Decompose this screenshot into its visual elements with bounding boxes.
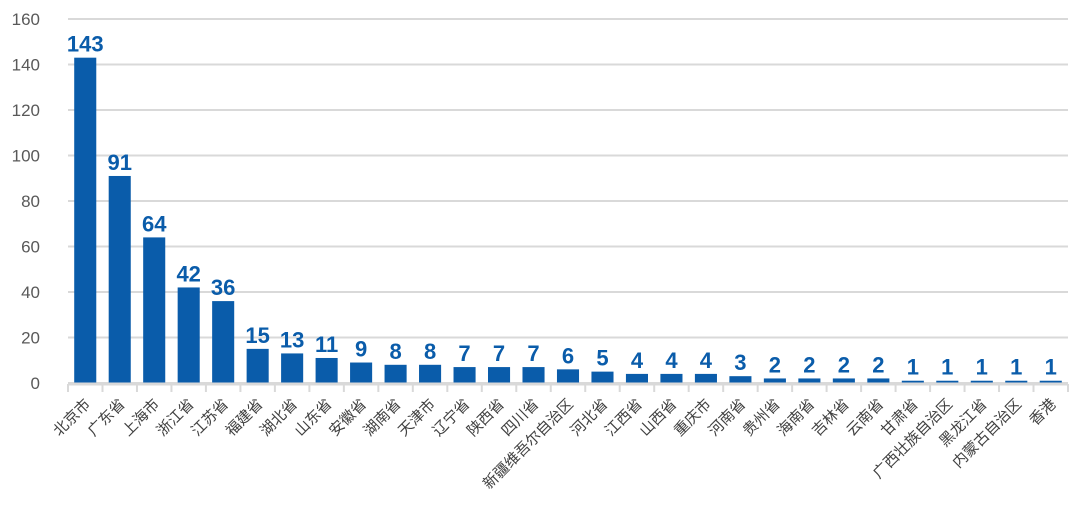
bar — [143, 237, 166, 383]
y-tick-label: 100 — [12, 147, 40, 166]
value-label: 3 — [734, 350, 746, 375]
value-label: 1 — [907, 355, 919, 380]
value-label: 1 — [1045, 355, 1057, 380]
bar — [315, 357, 338, 383]
category-label: 山东省 — [291, 395, 336, 440]
category-label: 湖南省 — [360, 395, 405, 440]
category-label: 陕西省 — [463, 395, 508, 440]
category-label: 重庆市 — [670, 395, 715, 440]
value-label: 2 — [803, 352, 815, 377]
value-label: 2 — [838, 352, 850, 377]
bar — [281, 353, 304, 383]
category-label: 福建省 — [222, 395, 267, 440]
bar — [522, 367, 545, 383]
bar — [74, 57, 97, 384]
value-label: 8 — [424, 339, 436, 364]
value-label: 1 — [941, 355, 953, 380]
y-tick-label: 80 — [21, 192, 40, 211]
bar — [1039, 380, 1062, 383]
bar — [970, 380, 993, 383]
bar — [556, 369, 580, 383]
category-label: 山西省 — [636, 395, 681, 440]
y-axis-ticks: 0 20 40 60 80 100 120 140 160 — [12, 10, 40, 393]
value-label: 36 — [211, 275, 235, 300]
category-label: 河南省 — [705, 395, 750, 440]
category-label: 天津市 — [394, 395, 439, 440]
y-tick-label: 60 — [21, 238, 40, 257]
value-label: 2 — [872, 352, 884, 377]
category-label: 河北省 — [567, 395, 612, 440]
value-label: 64 — [142, 211, 167, 236]
bar — [384, 364, 407, 383]
bar — [488, 367, 511, 383]
category-label: 贵州省 — [739, 395, 784, 440]
value-label: 4 — [631, 348, 644, 373]
category-label: 上海市 — [118, 395, 163, 440]
bar — [660, 373, 683, 383]
bar — [108, 175, 131, 383]
y-tick-label: 40 — [21, 283, 40, 302]
value-label: 9 — [355, 337, 367, 362]
value-label: 143 — [67, 32, 104, 57]
category-label: 海南省 — [774, 395, 819, 440]
category-label: 浙江省 — [153, 395, 198, 440]
category-label: 湖北省 — [256, 395, 301, 440]
bar — [901, 380, 924, 383]
x-axis: 北京市广东省上海市浙江省江苏省福建省湖北省山东省安徽省湖南省天津市辽宁省陕西省四… — [50, 382, 1069, 493]
bar — [212, 301, 235, 383]
bar — [798, 378, 821, 383]
value-label: 1 — [1010, 355, 1022, 380]
bar — [694, 373, 717, 383]
value-label: 7 — [493, 341, 505, 366]
value-label: 4 — [665, 348, 678, 373]
category-label: 辽宁省 — [429, 395, 474, 440]
category-label: 安徽省 — [325, 395, 370, 440]
category-label: 香港 — [1026, 395, 1060, 429]
value-label: 6 — [562, 343, 574, 368]
bar — [625, 373, 648, 383]
bar — [177, 287, 200, 383]
category-label: 吉林省 — [808, 395, 853, 440]
value-label: 15 — [245, 323, 269, 348]
value-label: 5 — [596, 346, 608, 371]
value-label: 4 — [700, 348, 713, 373]
bar — [729, 376, 752, 383]
value-label: 42 — [176, 261, 200, 286]
bar — [867, 378, 890, 383]
bar — [419, 364, 442, 383]
category-label: 广东省 — [84, 395, 129, 440]
value-label: 1 — [976, 355, 988, 380]
category-label: 江苏省 — [187, 395, 232, 440]
value-label: 11 — [315, 332, 338, 357]
value-label: 7 — [458, 341, 470, 366]
category-label: 云南省 — [843, 395, 888, 440]
bar — [763, 378, 786, 383]
value-label: 91 — [107, 150, 131, 175]
y-tick-label: 0 — [31, 374, 40, 393]
y-tick-label: 120 — [12, 101, 40, 120]
bar — [832, 378, 855, 383]
y-tick-label: 160 — [12, 10, 40, 29]
bar — [936, 380, 959, 383]
value-label: 2 — [769, 352, 781, 377]
bar — [591, 371, 614, 383]
value-label: 13 — [280, 327, 304, 352]
bar — [350, 362, 373, 383]
value-label: 8 — [389, 339, 401, 364]
y-tick-label: 20 — [21, 329, 40, 348]
value-label: 7 — [527, 341, 539, 366]
category-label: 北京市 — [50, 395, 95, 440]
bar — [453, 367, 476, 383]
bar — [1005, 380, 1028, 383]
category-label: 江西省 — [601, 395, 646, 440]
gridlines — [68, 18, 1068, 384]
y-tick-label: 140 — [12, 56, 40, 75]
bar — [246, 348, 269, 383]
